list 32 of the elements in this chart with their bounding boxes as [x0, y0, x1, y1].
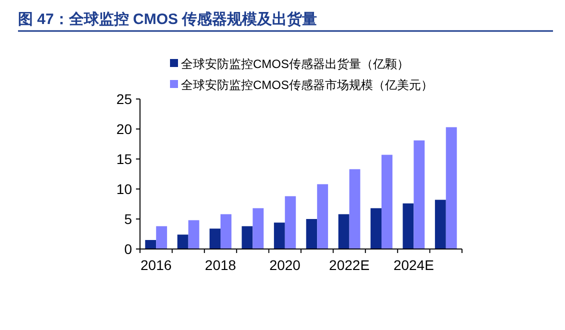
bar [274, 222, 285, 249]
x-tick-label: 2020 [269, 257, 301, 273]
chart-title: 图 47：全球监控 CMOS 传感器规模及出货量 [18, 11, 318, 28]
y-tick-label: 20 [116, 121, 132, 137]
bar [317, 184, 328, 249]
y-tick-label: 25 [116, 91, 132, 107]
bar [284, 196, 296, 249]
bar [370, 208, 382, 249]
bar [382, 154, 392, 249]
y-tick-label: 5 [124, 211, 132, 227]
bar [446, 127, 457, 249]
x-tick-label: 2022E [329, 257, 370, 273]
x-tick-label: 2016 [140, 257, 172, 273]
y-tick-label: 15 [116, 151, 132, 167]
bar [306, 219, 318, 249]
bar [434, 200, 446, 249]
bar [145, 240, 156, 249]
y-tick-label: 10 [116, 181, 132, 197]
bar [338, 214, 350, 249]
bar [414, 140, 425, 249]
bar [349, 169, 360, 249]
bar [402, 203, 414, 249]
bar [156, 226, 168, 249]
bar [242, 226, 253, 249]
bar [188, 220, 200, 249]
y-tick-label: 0 [124, 241, 132, 257]
bar [177, 234, 188, 249]
bar [210, 228, 220, 249]
x-tick-label: 2018 [204, 257, 236, 273]
bar [252, 208, 264, 249]
bar [220, 214, 232, 249]
x-tick-label: 2024E [393, 257, 434, 273]
